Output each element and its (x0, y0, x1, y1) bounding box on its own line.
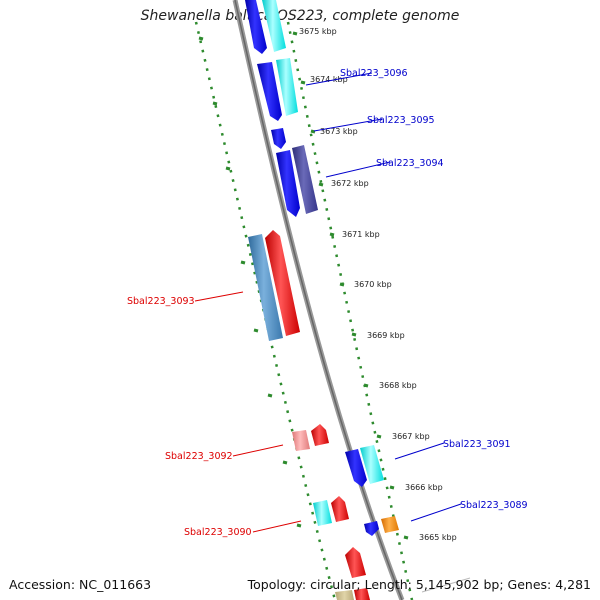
gene-arrow[interactable] (265, 230, 300, 336)
gene-label[interactable]: Sbal223_3095 (367, 115, 435, 126)
gene-callouts (194, 72, 471, 593)
kbp-label: 3675 kbp (299, 27, 337, 36)
gene-arrow[interactable] (360, 445, 384, 484)
gene-arrow[interactable] (276, 150, 300, 217)
gene-arrow[interactable] (313, 500, 332, 526)
gene-arrow[interactable] (292, 430, 310, 451)
kbp-label: 3668 kbp (379, 381, 417, 390)
topology-text: Topology: circular; Length: 5,145,902 bp… (247, 577, 591, 592)
major-ticks (198, 31, 409, 540)
gene-arrow[interactable] (354, 588, 370, 600)
gene-label[interactable]: Sbal223_3090 (184, 527, 252, 538)
gene-arrow[interactable] (248, 234, 283, 341)
kbp-label: 3670 kbp (354, 280, 392, 289)
ruler-outer (286, 21, 414, 600)
gene-arrow[interactable] (345, 547, 366, 578)
gene-arrow[interactable] (292, 145, 318, 214)
gene-label[interactable]: Sbal223_3094 (376, 158, 444, 169)
gene-label[interactable]: Sbal223_3089 (460, 500, 528, 511)
kbp-label: 3666 kbp (405, 483, 443, 492)
gene-arrow[interactable] (311, 424, 329, 446)
gene-arrow[interactable] (245, 0, 267, 54)
accession-text: Accession: NC_011663 (9, 577, 152, 592)
kbp-label: 3665 kbp (419, 533, 457, 542)
kbp-label: 3674 kbp (310, 75, 348, 84)
gene-label[interactable]: Sbal223_3093 (127, 296, 195, 307)
kbp-label: 3672 kbp (331, 179, 369, 188)
gene-arrow[interactable] (335, 590, 354, 600)
gene-arrow[interactable] (345, 449, 367, 487)
gene-label[interactable]: Sbal223_3096 (340, 68, 408, 79)
gene-label[interactable]: Sbal223_3091 (443, 439, 511, 450)
gene-arrow[interactable] (262, 0, 286, 52)
kbp-label: 3671 kbp (342, 230, 380, 239)
gene-arrow[interactable] (364, 521, 379, 536)
gene-arrow[interactable] (331, 496, 349, 522)
gene-features (245, 0, 399, 600)
gene-arrow[interactable] (271, 128, 286, 149)
gene-arrow[interactable] (381, 516, 399, 533)
kbp-label: 3667 kbp (392, 432, 430, 441)
gene-arrow[interactable] (276, 58, 298, 116)
gene-arrow[interactable] (257, 62, 282, 121)
gene-label[interactable]: Sbal223_3092 (165, 451, 233, 462)
kbp-label: 3669 kbp (367, 331, 405, 340)
kbp-label: 3673 kbp (320, 127, 358, 136)
map-title: Shewanella baltica OS223, complete genom… (140, 8, 460, 24)
